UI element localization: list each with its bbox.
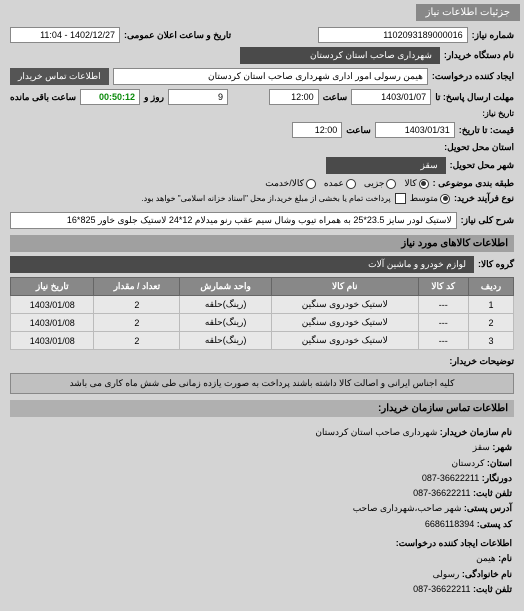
address-value: شهر صاحب،شهرداری صاحب: [353, 503, 462, 513]
table-cell: لاستیک خودروی سنگین: [272, 314, 419, 332]
radio-omde-label: عمده: [324, 178, 344, 189]
need-desc-field: لاستیک لودر سایز 23.5*25 به همراه تیوب و…: [10, 212, 457, 229]
goods-group-label: گروه کالا:: [478, 259, 514, 270]
table-cell: 1403/01/08: [11, 296, 94, 314]
radio-process-middle-label: متوسط: [410, 193, 438, 204]
delivery-city-label: شهر محل تحویل:: [450, 160, 514, 171]
province-label: استان:: [487, 458, 512, 468]
contact-info-block: نام سازمان خریدار: شهرداری صاحب استان کر…: [10, 421, 514, 601]
radio-jozi-label: جزیی: [364, 178, 385, 189]
postbox-value: 36622211-087: [422, 473, 479, 483]
deadline-hour-field: 12:00: [269, 89, 319, 105]
creator-field: هیمن رسولی امور اداری شهرداری صاحب استان…: [113, 68, 428, 85]
contact-section-title: اطلاعات تماس سازمان خریدار:: [10, 400, 514, 417]
table-cell: (رینگ)حلقه: [180, 332, 272, 350]
table-cell: 2: [468, 314, 513, 332]
natcode-label: کد پستی:: [477, 519, 512, 529]
remaining-suffix: ساعت باقی مانده: [10, 92, 76, 103]
table-row: 2---لاستیک خودروی سنگین(رینگ)حلقه21403/0…: [11, 314, 514, 332]
table-cell: 2: [94, 332, 180, 350]
family-label: نام خانوادگی:: [462, 569, 512, 579]
radio-kalakhidmat[interactable]: کالا/خدمت: [265, 178, 316, 189]
creator-label: ایجاد کننده درخواست:: [432, 71, 514, 82]
radio-kala-label: کالا: [404, 178, 416, 189]
name-label: نام:: [498, 553, 512, 563]
process-note: پرداخت تمام یا بخشی از مبلغ خرید،از محل …: [141, 194, 390, 203]
remaining-time-field: 00:50:12: [80, 89, 140, 105]
th-row: ردیف: [468, 278, 513, 296]
contact-button[interactable]: اطلاعات تماس خریدار: [10, 68, 109, 85]
th-unit: واحد شمارش: [180, 278, 272, 296]
th-code: کد کالا: [418, 278, 468, 296]
postbox-label: دورنگار:: [482, 473, 512, 483]
table-cell: ---: [418, 296, 468, 314]
radio-kalakhidmat-label: کالا/خدمت: [265, 178, 304, 189]
deadline-hour-label: ساعت: [323, 92, 348, 103]
name-value: هیمن: [476, 553, 496, 563]
table-cell: 2: [94, 296, 180, 314]
goods-section-title: اطلاعات کالاهای مورد نیاز: [10, 235, 514, 252]
device-label: نام دستگاه خریدار:: [444, 50, 514, 61]
phone-value: 36622211-087: [413, 584, 470, 594]
table-cell: 1403/01/08: [11, 332, 94, 350]
request-number-label: شماره نیاز:: [472, 30, 514, 41]
th-name: نام کالا: [272, 278, 419, 296]
need-desc-label: شرح کلی نیاز:: [461, 215, 514, 226]
org-name-label: نام سازمان خریدار:: [440, 427, 512, 437]
phone-label: تلفن ثابت:: [473, 584, 512, 594]
device-field: شهرداری صاحب استان کردستان: [240, 47, 440, 64]
family-value: رسولی: [433, 569, 460, 579]
announce-label: تاریخ و ساعت اعلان عمومی:: [124, 30, 231, 41]
deadline-date-field: 1403/01/07: [351, 89, 431, 105]
request-number-field: 1102093189000016: [318, 27, 468, 43]
city-value: سقز: [473, 442, 490, 452]
delivery-city-field: سقز: [326, 157, 446, 174]
end-hour-field: 12:00: [292, 122, 342, 138]
table-cell: لاستیک خودروی سنگین: [272, 296, 419, 314]
remaining-days-label: روز و: [144, 92, 164, 103]
table-row: 3---لاستیک خودروی سنگین(رینگ)حلقه21403/0…: [11, 332, 514, 350]
table-cell: لاستیک خودروی سنگین: [272, 332, 419, 350]
category-radio-group: کالا جزیی عمده کالا/خدمت: [265, 178, 428, 189]
end-to-label: قیمت: تا تاریخ:: [459, 125, 514, 136]
category-label: طبقه بندی موضوعی :: [433, 178, 514, 189]
req-creator-label: اطلاعات ایجاد کننده درخواست:: [396, 538, 512, 548]
table-cell: 3: [468, 332, 513, 350]
table-cell: 2: [94, 314, 180, 332]
end-date-field: 1403/01/31: [375, 122, 455, 138]
deadline-label: مهلت ارسال پاسخ: تا: [435, 92, 514, 103]
process-label: نوع فرآیند خرید:: [454, 193, 514, 204]
goods-group-field: لوازم خودرو و ماشین آلات: [10, 256, 474, 273]
delivery-place-label: استان محل تحویل:: [444, 142, 514, 153]
table-cell: (رینگ)حلقه: [180, 314, 272, 332]
org-name: شهرداری صاحب استان کردستان: [315, 427, 437, 437]
postcode-label: تلفن ثابت:: [473, 488, 512, 498]
table-cell: ---: [418, 314, 468, 332]
table-cell: ---: [418, 332, 468, 350]
radio-process-middle[interactable]: متوسط: [410, 193, 450, 204]
table-cell: (رینگ)حلقه: [180, 296, 272, 314]
buyer-note-label: توضیحات خریدار:: [449, 356, 514, 367]
announce-field: 1402/12/27 - 11:04: [10, 27, 120, 43]
table-cell: 1: [468, 296, 513, 314]
province-value: کردستان: [452, 458, 485, 468]
th-qty: تعداد / مقدار: [94, 278, 180, 296]
natcode-value: 6686118394: [425, 519, 474, 529]
radio-omde[interactable]: عمده: [324, 178, 356, 189]
goods-table: ردیف کد کالا نام کالا واحد شمارش تعداد /…: [10, 277, 514, 350]
table-cell: 1403/01/08: [11, 314, 94, 332]
process-checkbox[interactable]: [395, 193, 406, 204]
address-label: آدرس پستی:: [464, 503, 512, 513]
radio-kala[interactable]: کالا: [404, 178, 428, 189]
table-row: 1---لاستیک خودروی سنگین(رینگ)حلقه21403/0…: [11, 296, 514, 314]
buyer-note-box: کلیه اجناس ایرانی و اصالت کالا داشته باش…: [10, 373, 514, 394]
city-label: شهر:: [492, 442, 512, 452]
postcode-value: 36622211-087: [413, 488, 470, 498]
end-hour-label: ساعت: [346, 125, 371, 136]
end-from-label: تاریخ نیاز:: [482, 109, 514, 118]
remaining-days-field: 9: [168, 89, 228, 105]
th-date: تاریخ نیاز: [11, 278, 94, 296]
header-tab: جزئیات اطلاعات نیاز: [416, 4, 520, 21]
radio-jozi[interactable]: جزیی: [364, 178, 397, 189]
